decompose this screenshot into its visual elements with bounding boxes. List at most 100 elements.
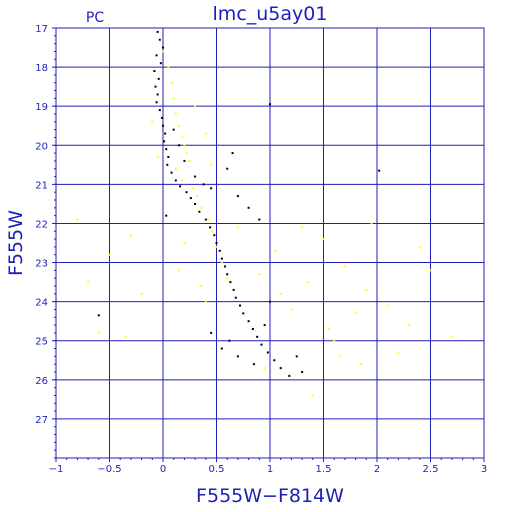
data-point	[311, 394, 314, 397]
y-tick-label: 22	[35, 219, 48, 230]
data-point	[167, 156, 170, 158]
data-point	[273, 359, 276, 362]
y-tick-label: 25	[35, 337, 48, 348]
data-point	[290, 308, 293, 311]
data-point	[213, 234, 216, 237]
data-point	[450, 335, 453, 338]
y-tick-label: 18	[35, 63, 48, 74]
data-point	[179, 185, 182, 188]
data-point	[155, 54, 158, 57]
data-point	[301, 371, 304, 373]
data-point	[359, 363, 362, 366]
x-tick-label: 1.5	[316, 464, 332, 475]
data-point	[247, 206, 250, 209]
data-point	[170, 171, 173, 174]
data-point	[165, 148, 168, 151]
data-point	[228, 339, 231, 342]
data-point	[204, 218, 207, 221]
data-point	[76, 218, 79, 221]
data-point	[370, 222, 373, 225]
data-point	[226, 167, 229, 170]
data-point	[151, 120, 154, 123]
data-point	[306, 281, 309, 284]
data-point	[178, 144, 181, 147]
data-point	[170, 81, 173, 84]
data-point	[408, 324, 411, 327]
data-point	[188, 159, 191, 162]
data-point	[210, 187, 213, 190]
data-point	[288, 374, 291, 377]
data-point	[365, 288, 368, 291]
data-point	[198, 210, 201, 213]
data-points	[76, 30, 453, 397]
data-point	[108, 253, 111, 256]
data-point	[181, 179, 184, 182]
data-point	[258, 273, 261, 276]
data-point	[386, 304, 389, 307]
data-point	[97, 314, 100, 317]
data-point	[215, 245, 218, 248]
data-point	[210, 163, 213, 166]
data-point	[140, 292, 143, 295]
data-point	[194, 175, 197, 178]
x-tick-label: 2.5	[423, 464, 439, 475]
data-point	[215, 242, 218, 244]
data-point	[231, 152, 234, 155]
data-point	[236, 195, 239, 198]
y-tick-label: 17	[35, 24, 48, 35]
data-point	[174, 113, 177, 115]
data-point	[194, 202, 197, 205]
data-point	[279, 367, 282, 370]
data-point	[322, 238, 325, 241]
data-point	[159, 62, 162, 65]
data-point	[274, 249, 277, 252]
data-point	[160, 116, 163, 119]
y-tick-label: 19	[35, 102, 48, 113]
data-point	[218, 249, 221, 252]
data-point	[333, 339, 336, 342]
data-point	[156, 156, 159, 158]
x-tick-label: 0	[160, 464, 166, 475]
x-tick-label: −0.5	[97, 464, 121, 475]
data-point	[251, 328, 254, 330]
data-point	[178, 124, 181, 127]
data-point	[172, 128, 175, 131]
data-point	[158, 38, 161, 41]
data-point	[129, 234, 132, 237]
data-point	[97, 331, 100, 334]
data-point	[226, 273, 229, 276]
data-point	[166, 163, 169, 166]
data-point	[199, 285, 202, 287]
data-point	[263, 367, 266, 370]
data-point	[185, 191, 188, 194]
data-point	[236, 226, 239, 229]
data-point	[378, 169, 381, 172]
data-point	[234, 296, 237, 299]
data-point	[204, 132, 207, 135]
data-point	[196, 195, 199, 198]
data-point	[183, 242, 186, 244]
data-point	[354, 312, 357, 315]
data-point	[157, 77, 160, 80]
grid-lines	[56, 28, 484, 458]
x-tick-label: 0.5	[209, 464, 225, 475]
data-point	[156, 93, 159, 96]
x-tick-label: 2	[374, 464, 380, 475]
data-point	[154, 85, 157, 88]
data-point	[210, 331, 213, 334]
data-point	[204, 300, 207, 303]
data-point	[202, 183, 205, 186]
data-point	[164, 132, 167, 135]
y-tick-labels: 17 18 19 20 21 22 23 24 25 26 27	[35, 24, 48, 426]
y-tick-label: 23	[35, 259, 48, 270]
data-point	[252, 363, 255, 366]
data-point	[155, 101, 158, 104]
data-point	[226, 277, 229, 280]
data-point	[181, 136, 184, 139]
data-point	[343, 265, 346, 268]
data-point	[174, 179, 177, 182]
data-point	[162, 124, 164, 127]
data-point	[220, 257, 223, 260]
x-tick-label: 3	[481, 464, 487, 475]
x-tick-labels: −1 −0.5 0 0.5 1 1.5 2 2.5 3	[49, 464, 488, 475]
